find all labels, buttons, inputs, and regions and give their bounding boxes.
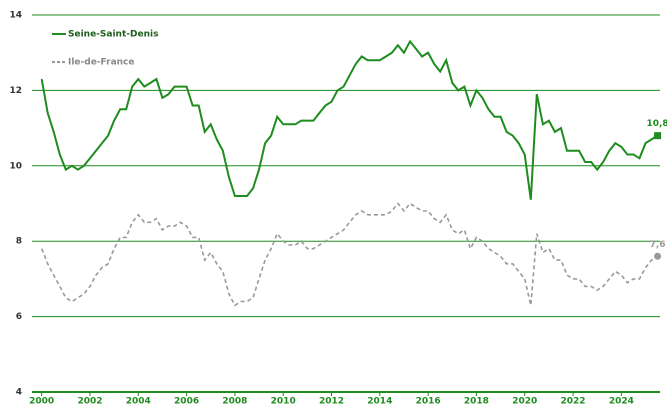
x-tick-label: 2020 bbox=[512, 397, 537, 406]
end-marker bbox=[654, 252, 662, 260]
y-tick-label: 6 bbox=[16, 312, 22, 322]
x-tick-label: 2018 bbox=[464, 397, 489, 406]
x-tick-label: 2022 bbox=[561, 397, 586, 406]
series-line bbox=[40, 39, 659, 200]
end-label: 10,8 bbox=[646, 119, 667, 129]
y-tick-label: 10 bbox=[9, 161, 22, 171]
x-tick-label: 2016 bbox=[416, 397, 441, 406]
x-tick-label: 2004 bbox=[126, 397, 151, 406]
series-line bbox=[40, 202, 659, 307]
legend-label: Seine-Saint-Denis bbox=[68, 30, 158, 40]
end-marker bbox=[654, 132, 662, 140]
y-tick-label: 12 bbox=[9, 86, 22, 96]
x-tick-label: 2000 bbox=[29, 397, 54, 406]
y-tick-label: 14 bbox=[9, 11, 22, 21]
x-tick-label: 2012 bbox=[319, 397, 344, 406]
x-tick-label: 2008 bbox=[222, 397, 247, 406]
y-tick-label: 8 bbox=[16, 237, 22, 247]
legend-label: Ile-de-France bbox=[68, 58, 135, 68]
y-tick-label: 4 bbox=[16, 388, 22, 398]
x-tick-label: 2024 bbox=[609, 397, 634, 406]
x-tick-label: 2002 bbox=[77, 397, 102, 406]
x-tick-label: 2014 bbox=[367, 397, 392, 406]
end-label: 7,6 bbox=[650, 240, 666, 250]
x-tick-label: 2010 bbox=[271, 397, 296, 406]
x-tick-label: 2006 bbox=[174, 397, 199, 406]
